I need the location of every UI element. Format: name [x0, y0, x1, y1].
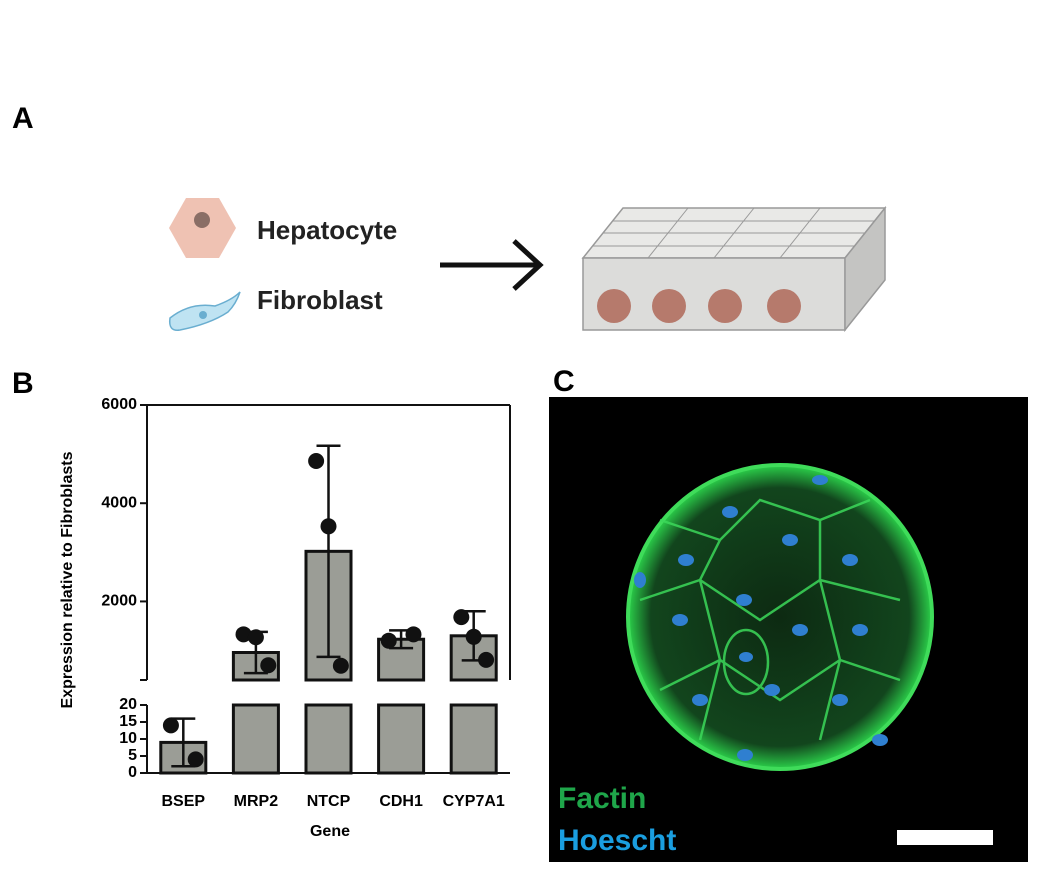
x-tick-label: NTCP	[307, 793, 351, 810]
y-tick-label: 0	[128, 764, 137, 781]
cell-borders	[639, 498, 901, 741]
bar	[231, 703, 280, 775]
data-point	[247, 629, 264, 646]
bar	[449, 703, 498, 775]
y-tick-label: 6000	[101, 396, 137, 413]
data-point	[320, 518, 337, 535]
data-point	[260, 657, 277, 674]
panel-label: C	[553, 365, 575, 398]
diagram-label: Fibroblast	[257, 285, 383, 315]
micrograph: Factin Hoescht	[549, 397, 1028, 862]
channel-label: Factin	[558, 782, 646, 815]
panel-label: A	[12, 102, 34, 135]
y-axis-label: Expression relative to Fibroblasts	[59, 451, 76, 708]
nucleus	[199, 311, 207, 319]
data-point	[478, 651, 495, 668]
data-point	[332, 657, 349, 674]
hepatocyte-icon	[169, 198, 236, 258]
y-tick-label: 2000	[101, 593, 137, 610]
diagram: Hepatocyte Fibroblast	[168, 198, 887, 333]
plate	[581, 205, 887, 333]
x-tick-label: MRP2	[234, 793, 279, 810]
y-tick-label: 10	[119, 730, 137, 747]
y-tick-label: 4000	[101, 494, 137, 511]
data-point	[405, 626, 422, 643]
data-point	[162, 717, 179, 734]
scale-bar	[897, 830, 993, 845]
data-point	[465, 628, 482, 645]
x-tick-label: BSEP	[162, 793, 206, 810]
x-axis-label: Gene	[310, 823, 350, 840]
diagram-label: Hepatocyte	[257, 215, 397, 245]
panel-label: B	[12, 367, 34, 400]
y-tick-label: 20	[119, 696, 137, 713]
spheroid	[626, 463, 934, 771]
x-tick-label: CYP7A1	[443, 793, 505, 810]
channel-label: Hoescht	[558, 824, 676, 857]
x-tick-label: CDH1	[379, 793, 423, 810]
data-point	[453, 609, 470, 626]
fibroblast-icon	[168, 291, 241, 331]
bar	[304, 703, 353, 775]
data-point	[235, 626, 252, 643]
nucleus	[194, 212, 210, 228]
y-tick-label: 5	[128, 747, 137, 764]
nuclei	[634, 475, 888, 761]
arrow-head	[512, 239, 544, 291]
y-tick-label: 15	[119, 713, 137, 730]
bar	[377, 703, 426, 775]
data-point	[187, 751, 204, 768]
data-point	[380, 632, 397, 649]
data-point	[308, 452, 325, 469]
